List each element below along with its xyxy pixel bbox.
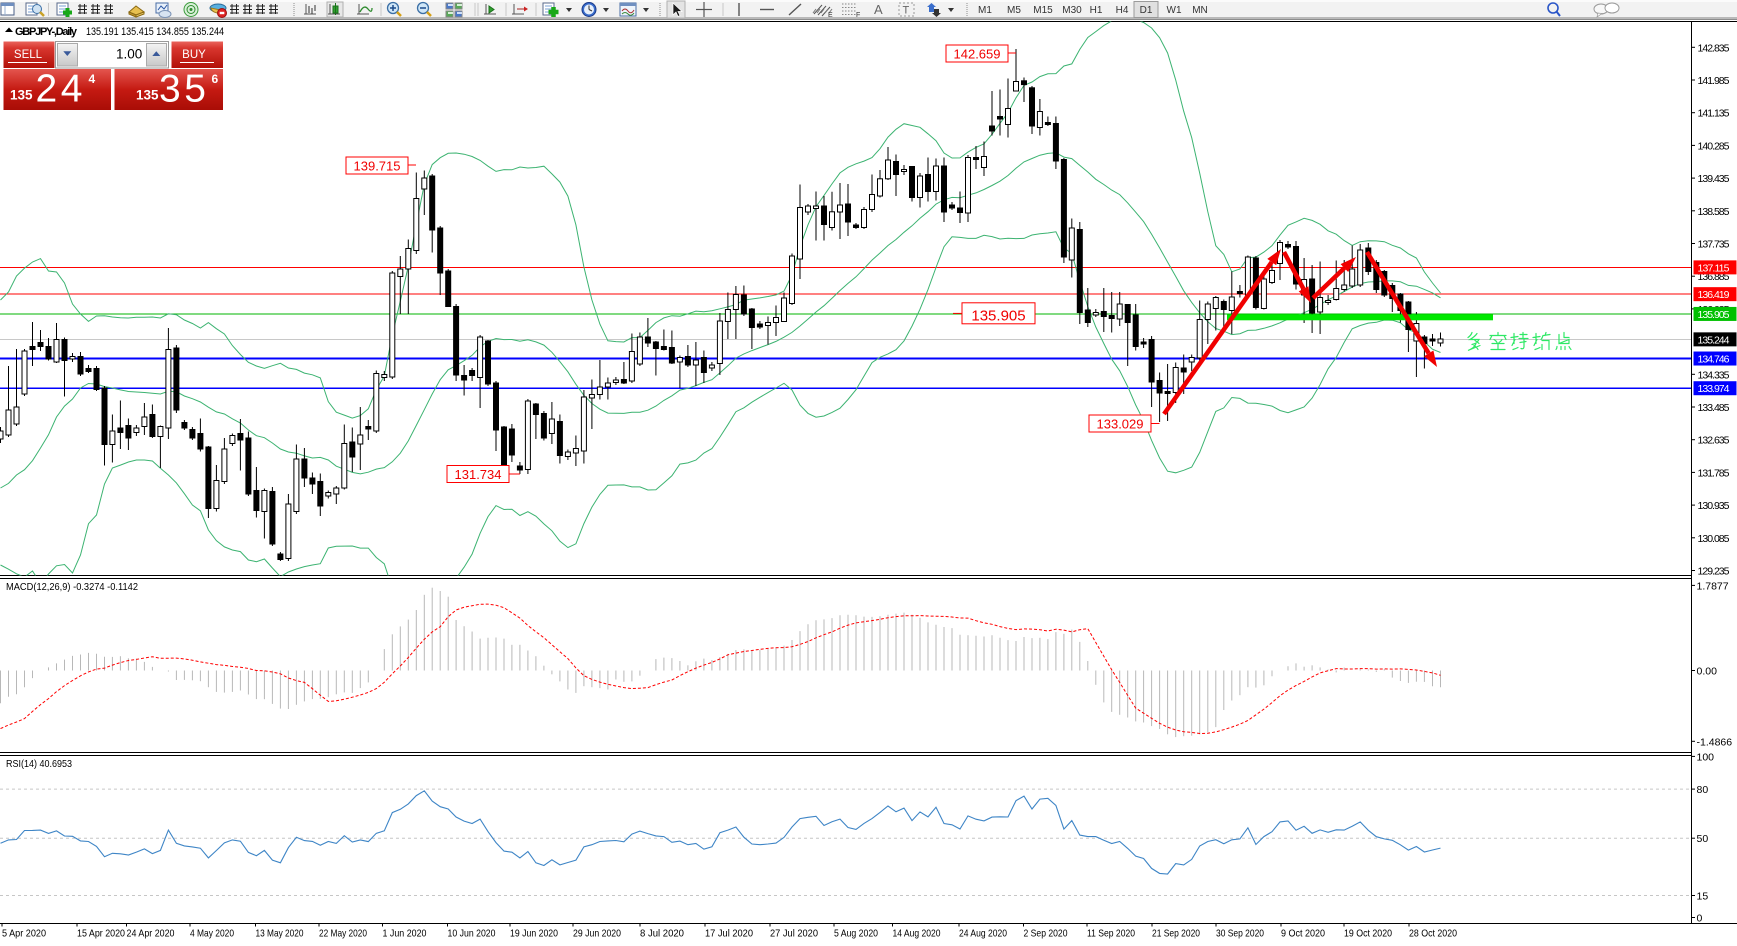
svg-text:T: T: [903, 5, 910, 17]
svg-text:10 Jun 2020: 10 Jun 2020: [448, 928, 496, 940]
svg-text:H1: H1: [1090, 5, 1103, 16]
svg-text:GBPJPY-,Daily: GBPJPY-,Daily: [15, 26, 78, 38]
svg-text:142.659: 142.659: [954, 47, 1001, 62]
svg-text:1.7877: 1.7877: [1697, 580, 1729, 592]
svg-text:8 Jul 2020: 8 Jul 2020: [640, 928, 684, 940]
svg-text:139.435: 139.435: [1698, 173, 1730, 185]
svg-text:4: 4: [89, 72, 96, 86]
svg-text:134.335: 134.335: [1698, 369, 1730, 381]
svg-text:2 Sep 2020: 2 Sep 2020: [1024, 928, 1068, 940]
svg-text:14 Aug 2020: 14 Aug 2020: [893, 928, 941, 940]
svg-text:4 May 2020: 4 May 2020: [190, 928, 234, 940]
svg-text:RSI(14) 40.6953: RSI(14) 40.6953: [6, 758, 72, 770]
svg-text:24 Aug 2020: 24 Aug 2020: [959, 928, 1007, 940]
svg-text:SELL: SELL: [14, 49, 43, 61]
svg-text:136.419: 136.419: [1698, 289, 1730, 301]
svg-text:133.029: 133.029: [1097, 417, 1144, 432]
svg-text:135: 135: [136, 88, 159, 103]
svg-text:21 Sep 2020: 21 Sep 2020: [1152, 928, 1200, 940]
svg-text:142.835: 142.835: [1698, 42, 1730, 54]
svg-text:5 Apr 2020: 5 Apr 2020: [2, 928, 46, 940]
svg-text:129.235: 129.235: [1698, 566, 1730, 578]
svg-text:A: A: [874, 2, 883, 17]
svg-text:0.00: 0.00: [1697, 666, 1718, 678]
svg-text:130.935: 130.935: [1698, 500, 1730, 512]
svg-text:131.734: 131.734: [455, 467, 502, 482]
svg-text:11 Sep 2020: 11 Sep 2020: [1087, 928, 1135, 940]
svg-text:W1: W1: [1167, 5, 1182, 16]
svg-text:135.905: 135.905: [1698, 309, 1730, 321]
svg-text:1.00: 1.00: [116, 47, 142, 62]
svg-text:M15: M15: [1033, 5, 1053, 16]
svg-text:130.085: 130.085: [1698, 533, 1730, 545]
svg-text:29 Jun 2020: 29 Jun 2020: [573, 928, 621, 940]
svg-text:28 Oct 2020: 28 Oct 2020: [1409, 928, 1457, 940]
svg-text:9 Oct 2020: 9 Oct 2020: [1281, 928, 1325, 940]
svg-text:M1: M1: [978, 5, 992, 16]
svg-text:-1.4866: -1.4866: [1697, 736, 1733, 748]
svg-text:132.635: 132.635: [1698, 435, 1730, 447]
svg-text:100: 100: [1697, 751, 1715, 763]
svg-text:24 Apr 2020: 24 Apr 2020: [127, 928, 175, 940]
svg-text:M5: M5: [1007, 5, 1021, 16]
svg-text:141.985: 141.985: [1698, 75, 1730, 87]
svg-text:30 Sep 2020: 30 Sep 2020: [1216, 928, 1264, 940]
svg-text:135.244: 135.244: [1698, 334, 1730, 346]
svg-text:80: 80: [1697, 784, 1709, 796]
svg-text:E: E: [828, 12, 833, 19]
svg-text:139.715: 139.715: [354, 159, 401, 174]
svg-text:H4: H4: [1116, 5, 1129, 16]
svg-text:27 Jul 2020: 27 Jul 2020: [770, 928, 818, 940]
svg-text:MACD(12,26,9) -0.3274 -0.1142: MACD(12,26,9) -0.3274 -0.1142: [6, 581, 138, 593]
svg-text:19 Jun 2020: 19 Jun 2020: [510, 928, 558, 940]
svg-text:BUY: BUY: [182, 49, 206, 61]
svg-text:133.974: 133.974: [1698, 383, 1730, 395]
svg-text:134.746: 134.746: [1698, 354, 1730, 366]
svg-text:M30: M30: [1062, 5, 1082, 16]
svg-text:D1: D1: [1140, 5, 1153, 16]
svg-text:6: 6: [212, 72, 219, 86]
svg-text:15 Apr 2020: 15 Apr 2020: [77, 928, 125, 940]
svg-text:15: 15: [1697, 891, 1709, 903]
svg-text:MN: MN: [1192, 5, 1208, 16]
svg-text:135.905: 135.905: [971, 307, 1025, 324]
svg-text:19 Oct 2020: 19 Oct 2020: [1344, 928, 1392, 940]
svg-text:131.785: 131.785: [1698, 467, 1730, 479]
svg-text:137.735: 137.735: [1698, 239, 1730, 251]
svg-text:135.191 135.415 134.855 135.24: 135.191 135.415 134.855 135.244: [86, 26, 224, 38]
svg-text:141.135: 141.135: [1698, 108, 1730, 120]
svg-text:0: 0: [1697, 913, 1703, 925]
svg-text:17 Jul 2020: 17 Jul 2020: [705, 928, 753, 940]
svg-text:137.115: 137.115: [1698, 262, 1730, 274]
svg-text:138.585: 138.585: [1698, 206, 1730, 218]
svg-text:22 May 2020: 22 May 2020: [319, 928, 367, 940]
svg-text:1 Jun 2020: 1 Jun 2020: [383, 928, 427, 940]
svg-text:50: 50: [1697, 833, 1709, 845]
svg-text:133.485: 133.485: [1698, 402, 1730, 414]
svg-text:140.285: 140.285: [1698, 140, 1730, 152]
svg-text:13 May 2020: 13 May 2020: [256, 928, 304, 940]
svg-text:F: F: [856, 12, 860, 19]
svg-text:135: 135: [10, 88, 33, 103]
svg-text:5 Aug 2020: 5 Aug 2020: [834, 928, 878, 940]
